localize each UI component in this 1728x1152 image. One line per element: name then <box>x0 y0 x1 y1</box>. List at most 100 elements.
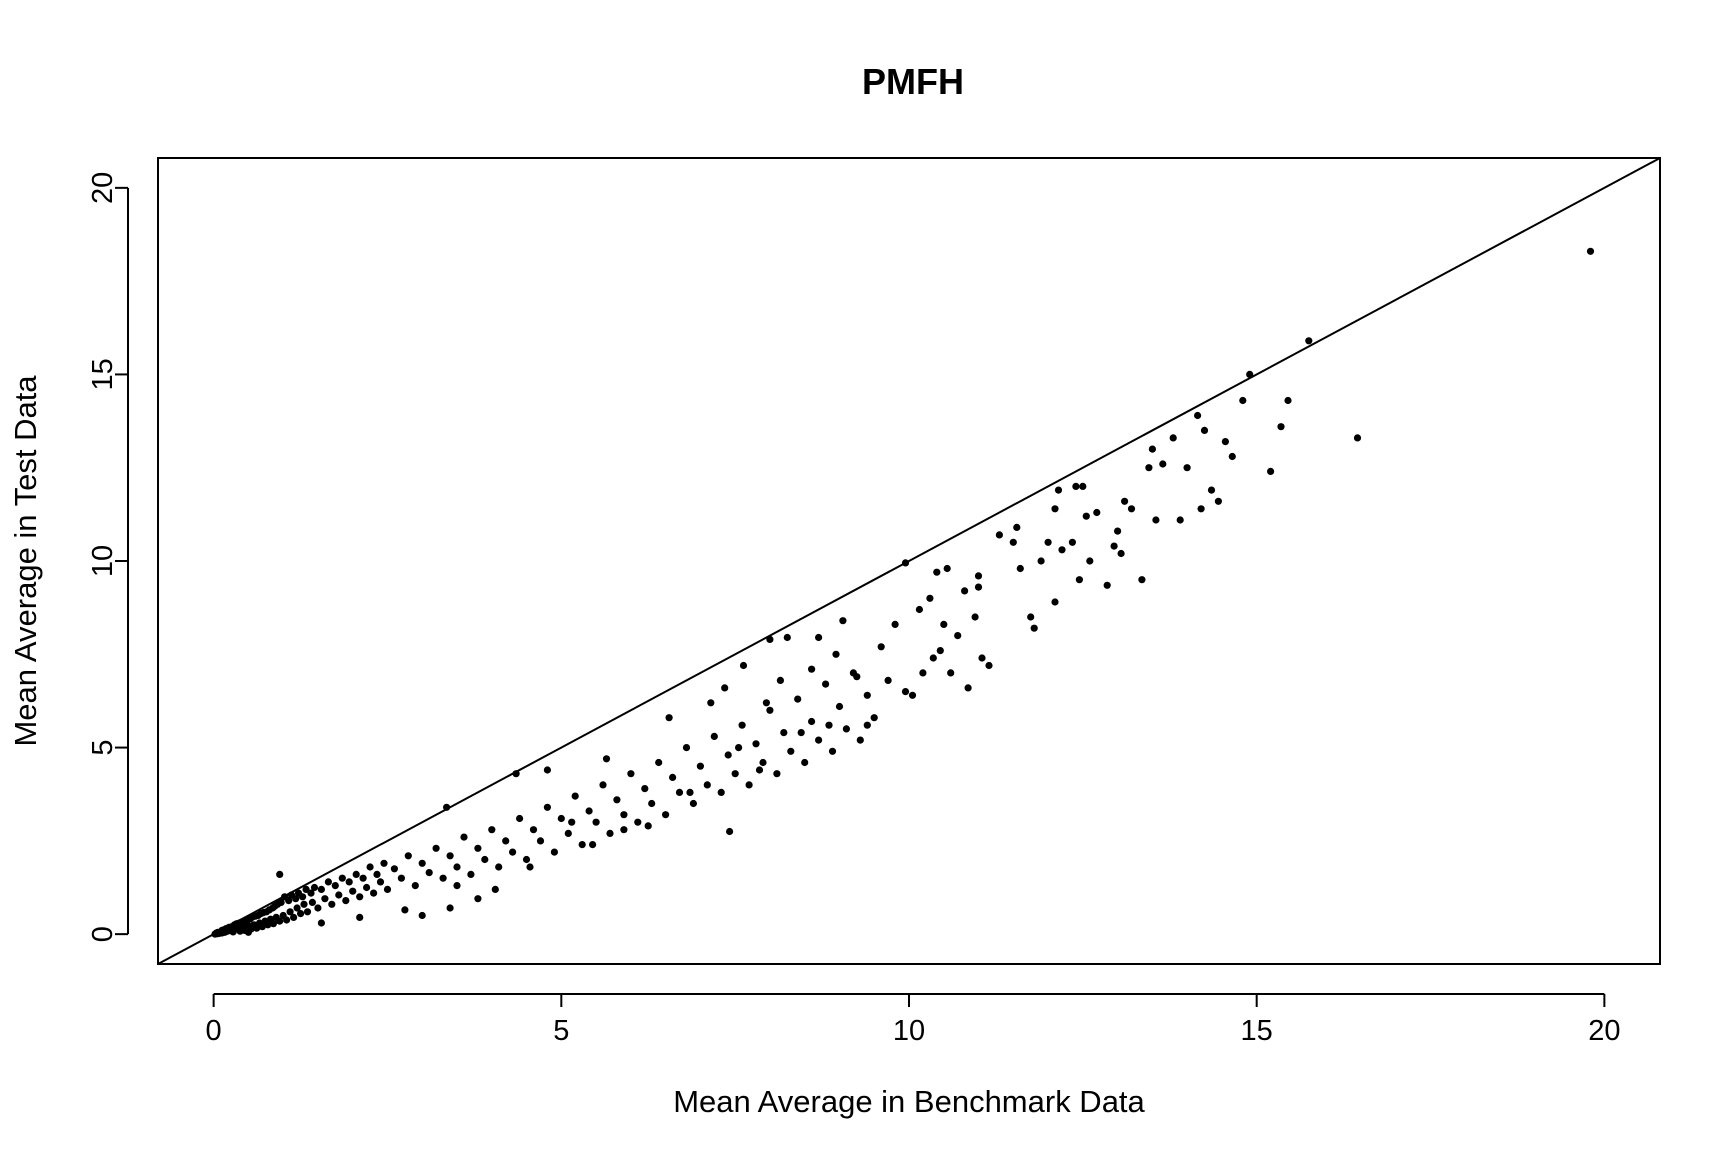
data-point <box>863 721 871 729</box>
data-point <box>929 654 937 662</box>
data-point <box>1072 482 1080 490</box>
data-point <box>522 855 531 864</box>
data-point <box>564 829 572 838</box>
data-point <box>599 781 607 789</box>
data-point <box>776 676 785 685</box>
data-point <box>1075 576 1083 584</box>
x-tick-label: 15 <box>1241 1015 1273 1047</box>
data-point <box>1200 426 1209 434</box>
x-tick-label: 20 <box>1588 1015 1620 1047</box>
data-point <box>1016 564 1024 573</box>
data-point <box>571 792 579 800</box>
data-point <box>853 673 861 681</box>
data-point <box>825 721 833 729</box>
data-point <box>460 833 468 841</box>
data-point <box>1082 512 1090 520</box>
data-point <box>276 870 284 879</box>
x-axis-label: Mean Average in Benchmark Data <box>673 1084 1145 1119</box>
data-point <box>432 844 440 852</box>
data-point <box>1267 467 1275 475</box>
data-point <box>794 695 802 703</box>
data-point <box>297 910 305 918</box>
data-point <box>738 721 746 729</box>
data-point <box>1284 396 1292 405</box>
data-point <box>974 583 983 591</box>
data-point <box>620 811 628 819</box>
data-point <box>926 594 934 602</box>
data-point <box>933 568 941 576</box>
data-point <box>488 826 496 834</box>
data-point <box>401 906 409 914</box>
data-point <box>1169 434 1177 442</box>
data-point <box>258 923 266 931</box>
data-point <box>842 725 851 733</box>
data-point <box>1114 527 1122 535</box>
data-point <box>954 632 962 640</box>
plot-frame <box>157 157 1661 965</box>
data-point <box>985 661 993 670</box>
data-point <box>390 865 398 873</box>
data-point <box>474 895 482 903</box>
data-point <box>808 665 816 673</box>
data-point <box>356 913 364 922</box>
data-point <box>710 732 718 741</box>
data-point <box>689 799 698 808</box>
data-point <box>717 788 725 797</box>
data-point <box>1121 497 1129 505</box>
data-point <box>376 878 385 886</box>
data-point <box>1068 538 1076 546</box>
data-point <box>839 617 847 625</box>
data-point <box>453 882 461 890</box>
data-point <box>783 633 791 642</box>
data-point <box>964 684 972 692</box>
reference-line <box>157 157 1661 965</box>
data-point <box>721 684 729 692</box>
data-point <box>300 900 308 908</box>
data-point <box>919 669 927 677</box>
data-point <box>908 691 917 699</box>
data-point <box>290 913 298 922</box>
data-point <box>1009 538 1017 546</box>
y-axis-label: Mean Average in Test Data <box>8 375 43 747</box>
data-point <box>1117 549 1125 558</box>
data-point <box>832 650 840 658</box>
data-point <box>589 841 597 849</box>
data-point <box>971 613 979 621</box>
data-point <box>310 883 319 892</box>
data-point <box>662 811 670 819</box>
data-point <box>1138 576 1146 584</box>
data-point <box>1207 486 1216 494</box>
data-point <box>1305 337 1313 345</box>
data-point <box>797 729 805 737</box>
x-tick-label: 0 <box>206 1015 222 1047</box>
data-point <box>1054 486 1063 494</box>
data-point <box>1145 464 1153 472</box>
data-point <box>526 863 534 871</box>
data-point <box>317 919 325 927</box>
data-point <box>1027 613 1035 621</box>
data-point <box>1013 523 1021 532</box>
data-point <box>856 736 864 744</box>
data-point <box>363 883 371 892</box>
data-point <box>314 904 322 912</box>
data-point <box>439 874 447 882</box>
data-point <box>481 855 489 864</box>
data-point <box>335 891 343 899</box>
data-point <box>418 911 426 920</box>
data-point <box>352 870 360 879</box>
data-point <box>324 878 332 886</box>
data-point <box>1044 538 1052 546</box>
data-point <box>307 889 315 897</box>
data-point <box>1176 516 1184 524</box>
data-point <box>446 904 454 912</box>
data-point <box>557 814 565 823</box>
data-point <box>863 691 871 699</box>
data-point <box>780 729 788 737</box>
data-point <box>828 747 837 755</box>
data-point <box>1079 482 1087 490</box>
data-point <box>308 898 316 907</box>
data-point <box>1110 542 1118 550</box>
data-point <box>299 893 307 901</box>
data-point <box>787 747 795 755</box>
data-point <box>356 893 364 901</box>
